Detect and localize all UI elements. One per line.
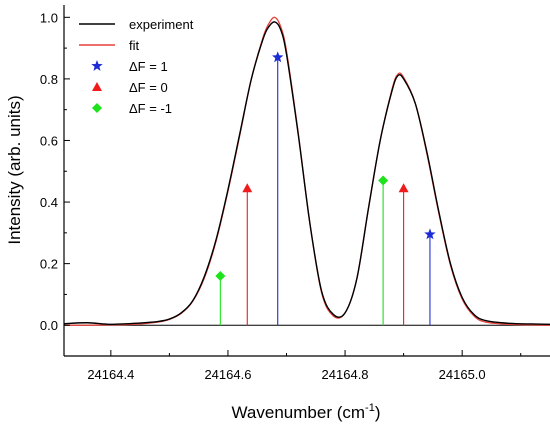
- x-tick-label: 24164.4: [87, 367, 134, 382]
- marker-diamond: [378, 175, 389, 186]
- y-tick-label: 0.2: [40, 257, 58, 272]
- x-tick-label: 24165.0: [439, 367, 486, 382]
- marker-star: [272, 51, 284, 63]
- legend-label: fit: [129, 38, 140, 53]
- marker-triangle: [398, 183, 409, 193]
- x-tick-label: 24164.8: [322, 367, 369, 382]
- marker-diamond: [215, 270, 226, 281]
- y-tick-label: 0.0: [40, 318, 58, 333]
- marker-triangle: [242, 183, 253, 193]
- series-experiment-line: [63, 21, 550, 325]
- y-tick-label: 0.8: [40, 72, 58, 87]
- y-tick-label: 0.6: [40, 133, 58, 148]
- x-axis-title: Wavenumber (cm-1): [232, 402, 381, 422]
- legend-label: experiment: [129, 17, 194, 32]
- plot-area: [63, 16, 550, 326]
- legend: experiment fit ΔF = 1 ΔF = 0 ΔF = -1: [79, 17, 194, 116]
- x-tick-label: 24164.6: [204, 367, 251, 382]
- marker-star: [424, 228, 436, 240]
- legend-swatch-triangle: [92, 82, 102, 91]
- y-axis: 0.0 0.2 0.4 0.6 0.8 1.0: [40, 5, 70, 356]
- y-axis-title: Intensity (arb. units): [5, 95, 24, 244]
- legend-swatch-diamond: [92, 103, 102, 113]
- x-axis-title-close: ): [375, 403, 381, 422]
- x-axis-title-superscript: -1: [365, 402, 375, 414]
- y-tick-label: 0.4: [40, 195, 58, 210]
- legend-label: ΔF = -1: [129, 101, 172, 116]
- y-tick-label: 1.0: [40, 10, 58, 25]
- legend-label: ΔF = 0: [129, 80, 168, 95]
- x-axis: 24164.4 24164.6 24164.8 24165.0: [64, 350, 550, 382]
- legend-swatch-star: [91, 60, 103, 71]
- legend-label: ΔF = 1: [129, 59, 168, 74]
